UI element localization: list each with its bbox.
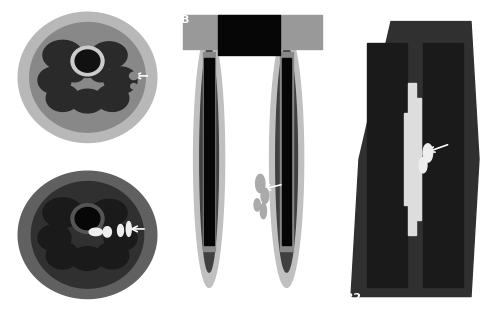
Circle shape xyxy=(71,46,104,76)
Circle shape xyxy=(130,83,136,89)
Polygon shape xyxy=(96,85,129,112)
Polygon shape xyxy=(38,67,71,94)
Circle shape xyxy=(75,208,100,230)
Polygon shape xyxy=(91,67,110,82)
Polygon shape xyxy=(270,31,304,287)
Polygon shape xyxy=(71,247,104,270)
Polygon shape xyxy=(18,171,157,299)
Polygon shape xyxy=(71,89,104,113)
Polygon shape xyxy=(261,188,269,203)
Polygon shape xyxy=(89,228,102,236)
Polygon shape xyxy=(404,113,410,205)
Circle shape xyxy=(71,204,104,233)
Text: D: D xyxy=(342,15,350,26)
Polygon shape xyxy=(91,199,127,226)
Polygon shape xyxy=(46,85,79,112)
Polygon shape xyxy=(200,46,218,272)
Polygon shape xyxy=(276,46,297,272)
Polygon shape xyxy=(118,225,124,236)
Polygon shape xyxy=(96,242,129,269)
Text: A: A xyxy=(12,14,20,24)
Text: B: B xyxy=(181,15,190,26)
Circle shape xyxy=(419,158,427,173)
Polygon shape xyxy=(104,225,137,251)
Text: B1: B1 xyxy=(15,293,31,303)
Polygon shape xyxy=(351,22,479,297)
Text: A2: A2 xyxy=(184,293,200,303)
Polygon shape xyxy=(367,43,407,287)
Polygon shape xyxy=(126,221,131,236)
Circle shape xyxy=(134,63,140,68)
Polygon shape xyxy=(64,67,84,82)
Text: A1: A1 xyxy=(15,135,32,146)
Circle shape xyxy=(75,50,100,72)
Polygon shape xyxy=(104,67,137,94)
Polygon shape xyxy=(408,83,416,236)
Polygon shape xyxy=(415,98,422,220)
Polygon shape xyxy=(43,40,82,70)
Polygon shape xyxy=(74,60,101,77)
Polygon shape xyxy=(103,227,112,237)
Polygon shape xyxy=(260,203,266,219)
Circle shape xyxy=(130,72,138,80)
Circle shape xyxy=(423,144,432,162)
Polygon shape xyxy=(30,23,145,132)
Polygon shape xyxy=(194,31,224,287)
Polygon shape xyxy=(91,42,127,68)
Polygon shape xyxy=(18,12,157,142)
Polygon shape xyxy=(43,198,82,227)
Polygon shape xyxy=(254,199,260,211)
Polygon shape xyxy=(256,175,265,193)
Polygon shape xyxy=(46,242,79,269)
Polygon shape xyxy=(423,43,463,287)
Polygon shape xyxy=(32,181,144,288)
Text: C: C xyxy=(12,171,20,181)
Text: B2: B2 xyxy=(344,293,360,303)
Polygon shape xyxy=(38,225,71,251)
